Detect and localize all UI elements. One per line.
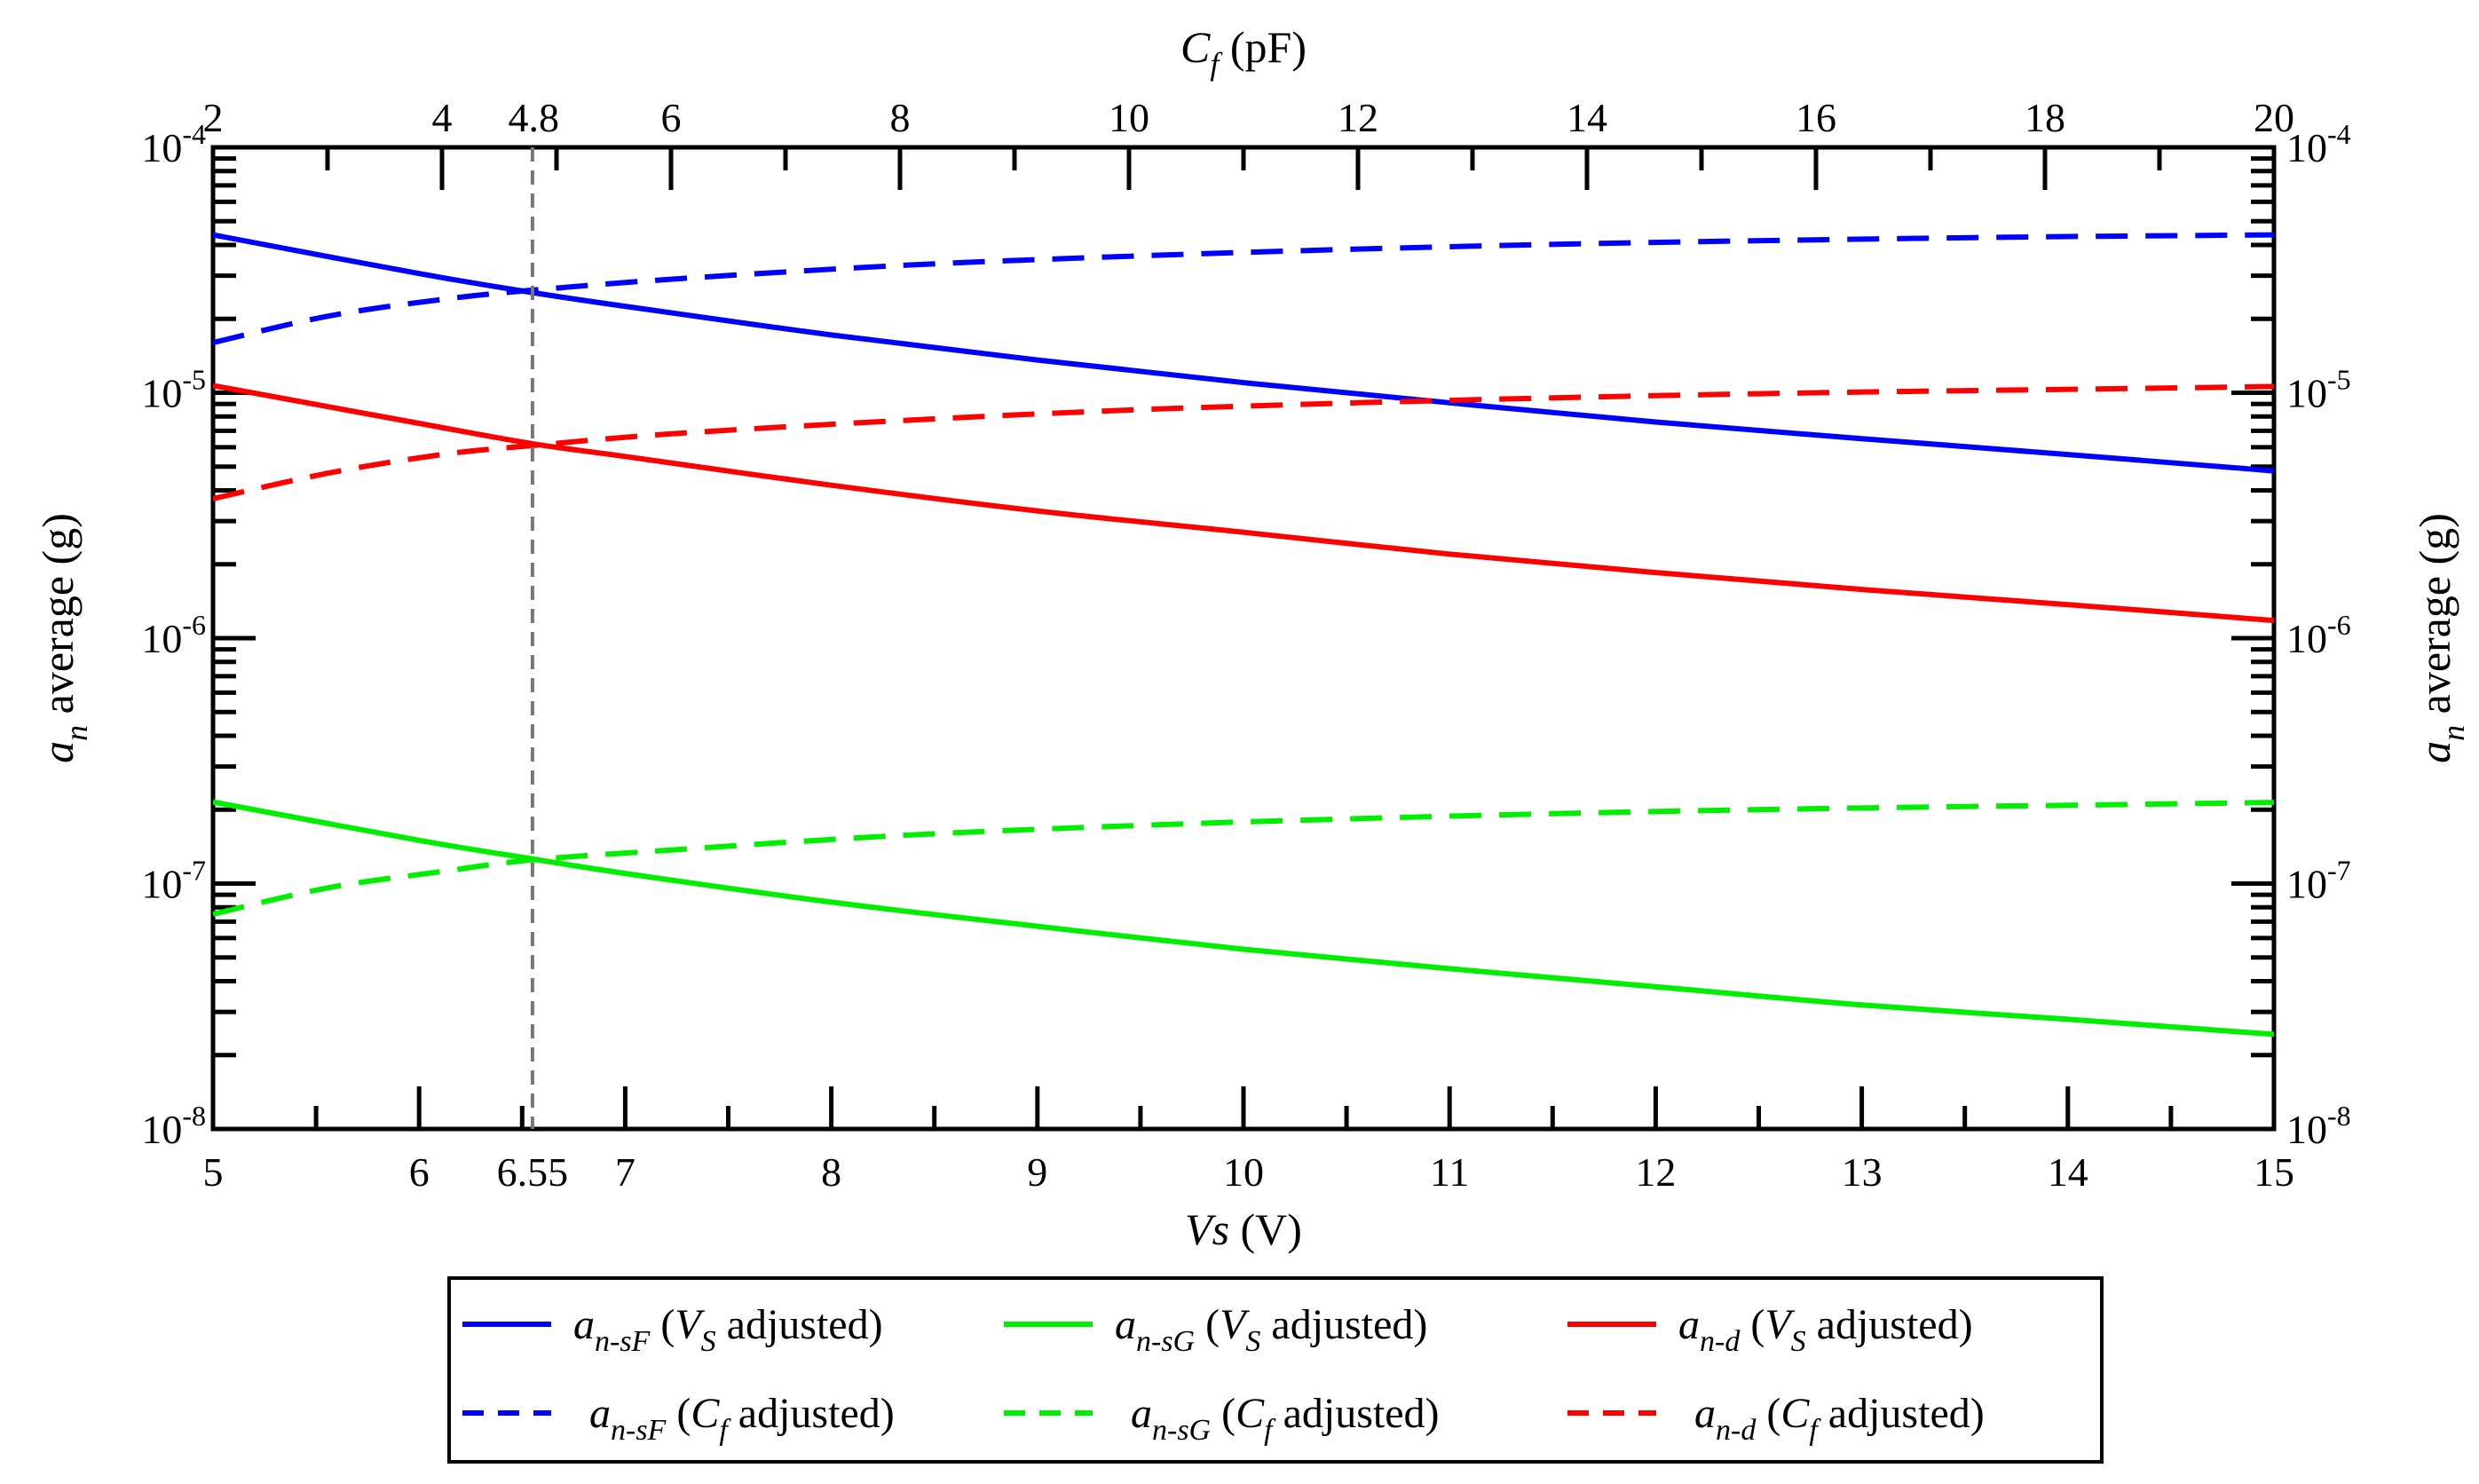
y-right-tick-label: 10-8	[2286, 1100, 2351, 1152]
legend-label-6: an-d (Cf adjusted)	[1694, 1390, 1985, 1447]
x-top-axis-title: Cf (pF)	[1180, 22, 1307, 82]
x-bottom-axis-title: Vs (V)	[1185, 1204, 1302, 1254]
legend-box	[447, 1276, 2104, 1464]
legend-label-4: an-sF (Cf adjusted)	[589, 1390, 895, 1447]
legend-label-2: an-sG (VS adjusted)	[1115, 1301, 1427, 1358]
legend: an-sF (VS adjusted) an-sG (VS adjusted) an…	[447, 1276, 2104, 1464]
x-top-tick-label: 18	[2025, 95, 2065, 140]
y-left-tick-label: 10-7	[141, 855, 206, 907]
x-top-tick-label: 4	[432, 95, 453, 140]
y-left-tick-label: 10-6	[141, 609, 206, 661]
x-bottom-tick-label: 12	[1635, 1149, 1676, 1195]
x-bottom-tick-label: 6	[409, 1149, 430, 1195]
y-right-tick-label: 10-5	[2286, 364, 2351, 416]
y-right-tick-label: 10-6	[2286, 609, 2351, 661]
x-bottom-tick-label: 9	[1027, 1149, 1047, 1195]
x-bottom-marker-label: 6.55	[497, 1149, 569, 1195]
y-left-tick-label: 10-4	[141, 118, 206, 170]
x-top-tick-label: 14	[1567, 95, 1607, 140]
series-line-4	[212, 232, 2275, 346]
x-bottom-tick-label: 15	[2254, 1149, 2294, 1195]
y-right-tick-label: 10-4	[2286, 118, 2351, 170]
series-line-6	[212, 383, 2275, 501]
x-bottom-tick-label: 7	[615, 1149, 636, 1195]
x-top-tick-label: 2	[203, 95, 224, 140]
y-left-axis-title: an average (g)	[33, 513, 94, 763]
series-layer	[212, 232, 2275, 1038]
x-top-tick-label: 6	[661, 95, 682, 140]
x-bottom-tick-label: 5	[203, 1149, 224, 1195]
x-top-tick-label: 8	[890, 95, 911, 140]
legend-label-5: an-sG (Cf adjusted)	[1131, 1390, 1440, 1447]
series-line-5	[212, 800, 2275, 917]
y-left-tick-label: 10-5	[141, 364, 206, 416]
y-left-tick-label: 10-8	[141, 1100, 206, 1152]
x-top-tick-label: 20	[2254, 95, 2294, 140]
x-top-tick-label: 12	[1338, 95, 1378, 140]
y-right-tick-label: 10-7	[2286, 855, 2351, 907]
y-right-axis-title: an average (g)	[2410, 513, 2471, 763]
x-bottom-tick-label: 8	[821, 1149, 841, 1195]
legend-label-1: an-sF (VS adjusted)	[573, 1301, 883, 1358]
x-bottom-tick-label: 10	[1223, 1149, 1264, 1195]
x-top-tick-label: 10	[1109, 95, 1149, 140]
axes-layer	[210, 145, 2277, 1132]
series-line-3	[212, 383, 2275, 624]
label-layer: 5 6 7 8 9 10 11 12 13 14 15 2 4 6 8 10 12 14 16 18 20 10-8 10-…	[33, 22, 2471, 1254]
x-top-tick-label: 16	[1796, 95, 1836, 140]
series-line-1	[212, 232, 2275, 474]
x-bottom-tick-label: 14	[2048, 1149, 2088, 1195]
x-bottom-tick-label: 11	[1430, 1149, 1469, 1195]
x-bottom-tick-label: 13	[1842, 1149, 1883, 1195]
series-line-2	[212, 799, 2275, 1038]
plot-frame	[210, 145, 2277, 1132]
legend-label-3: an-d (VS adjusted)	[1678, 1301, 1973, 1358]
x-top-marker-label: 4.8	[508, 95, 559, 140]
